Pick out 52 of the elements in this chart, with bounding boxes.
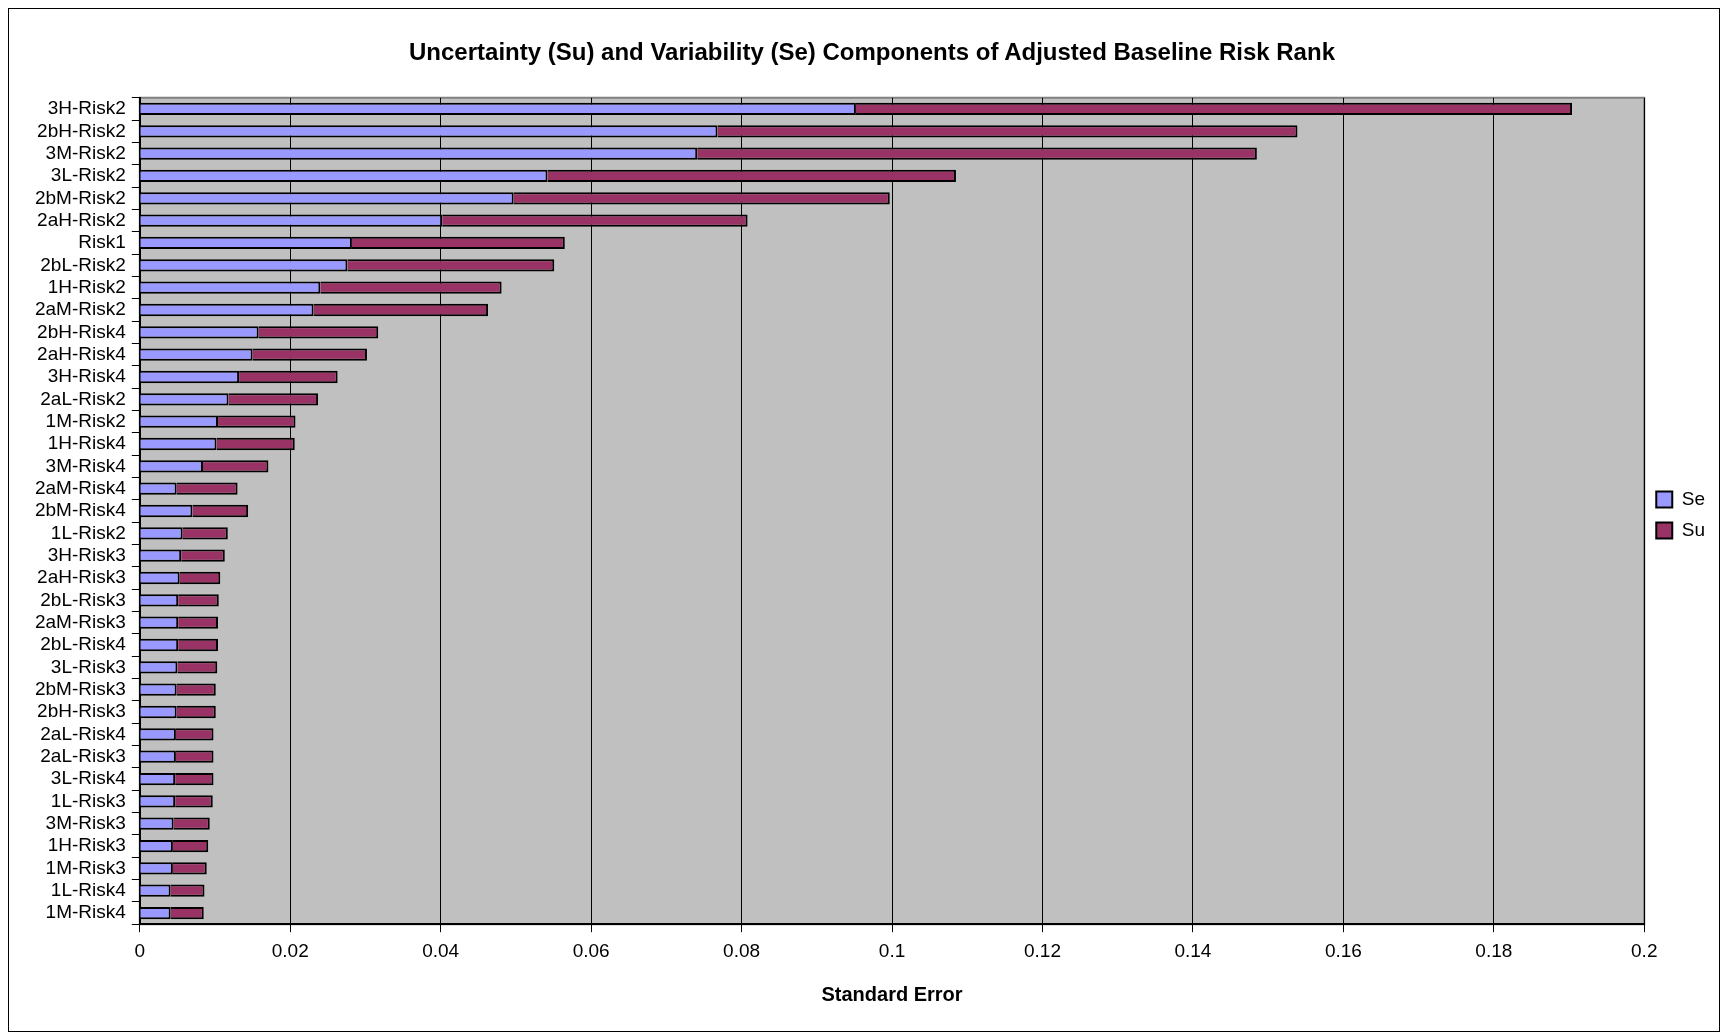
y-tick-label: 2aM-Risk3 [34, 610, 126, 632]
y-tick-label: 2aL-Risk4 [40, 722, 127, 744]
y-tick-label: 1M-Risk3 [45, 856, 126, 878]
y-tick-label: 2bM-Risk2 [34, 186, 126, 208]
legend-label: Se [1681, 487, 1706, 509]
y-tick-label: 3M-Risk2 [45, 141, 126, 163]
y-tick-label: 2bL-Risk2 [40, 253, 126, 275]
y-tick-label: 3H-Risk3 [47, 543, 126, 565]
y-tick-label: 1L-Risk3 [50, 789, 126, 811]
y-tick-label: 2aM-Risk4 [34, 476, 127, 498]
x-tick-label: 0.1 [878, 939, 906, 961]
y-tick-label: 3L-Risk3 [50, 655, 126, 677]
y-tick-label: 2bH-Risk4 [37, 320, 127, 342]
y-tick-label: 3H-Risk4 [47, 365, 127, 387]
y-tick-label: 2bL-Risk4 [40, 633, 127, 655]
chart-title: Uncertainty (Su) and Variability (Se) Components of Adjusted Baseline Risk Rank [409, 38, 1336, 66]
x-tick-label: 0 [134, 939, 146, 961]
y-tick-label: 2aM-Risk2 [34, 298, 126, 320]
x-tick-label: 0.08 [723, 939, 761, 961]
x-tick-label: 0.18 [1475, 939, 1513, 961]
y-tick-label: 2bM-Risk4 [34, 499, 127, 521]
y-tick-label: 3M-Risk3 [45, 811, 126, 833]
y-tick-label: 2bM-Risk3 [34, 677, 126, 699]
y-tick-label: 1L-Risk4 [50, 878, 127, 900]
y-tick-label: 1M-Risk2 [45, 409, 126, 431]
x-tick-label: 0.16 [1324, 939, 1362, 961]
y-tick-label: 2aH-Risk2 [37, 208, 126, 230]
x-tick-label: 0.2 [1631, 939, 1658, 961]
y-tick-label: 1H-Risk2 [47, 275, 126, 297]
y-tick-label: 1M-Risk4 [45, 901, 127, 923]
y-tick-label: 2aH-Risk4 [37, 342, 127, 364]
x-tick-label: 0.14 [1174, 939, 1212, 961]
y-tick-label: 2bH-Risk2 [37, 119, 126, 141]
x-axis-title: Standard Error [821, 982, 963, 1005]
y-tick-label: 3M-Risk4 [45, 454, 127, 476]
x-tick-label: 0.12 [1023, 939, 1061, 961]
x-tick-label: 0.06 [572, 939, 610, 961]
y-tick-label: 1H-Risk4 [47, 432, 127, 454]
y-tick-label: 3H-Risk2 [47, 97, 126, 119]
y-tick-label: 2bH-Risk3 [37, 700, 126, 722]
y-tick-label: 1L-Risk2 [50, 521, 126, 543]
y-tick-label: Risk1 [78, 231, 126, 253]
x-tick-label: 0.02 [271, 939, 309, 961]
y-tick-label: 2aL-Risk3 [40, 744, 126, 766]
legend-label: Su [1681, 518, 1706, 540]
y-tick-label: 3L-Risk2 [50, 164, 126, 186]
y-tick-label: 3L-Risk4 [50, 767, 127, 789]
y-tick-label: 1H-Risk3 [47, 834, 126, 856]
x-tick-label: 0.04 [422, 939, 460, 961]
y-tick-label: 2aL-Risk2 [40, 387, 126, 409]
y-tick-label: 2bL-Risk3 [40, 588, 126, 610]
y-tick-label: 2aH-Risk3 [37, 566, 126, 588]
